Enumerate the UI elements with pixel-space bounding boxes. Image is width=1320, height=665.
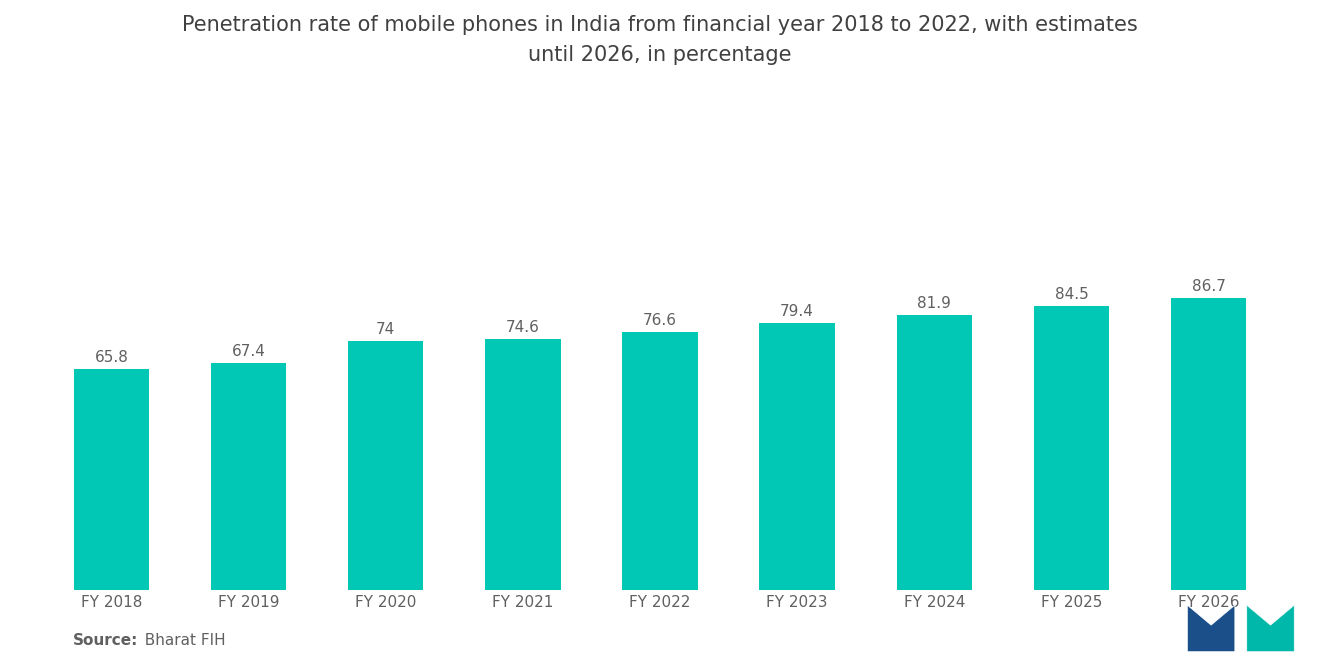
Text: 74.6: 74.6 — [506, 320, 540, 335]
Bar — [486, 339, 561, 591]
Text: 65.8: 65.8 — [95, 350, 128, 365]
Text: 79.4: 79.4 — [780, 304, 814, 319]
Text: Bharat FIH: Bharat FIH — [135, 633, 226, 648]
Text: 74: 74 — [376, 322, 395, 337]
Bar — [74, 369, 149, 591]
Bar — [348, 341, 424, 591]
Text: Source:: Source: — [73, 633, 139, 648]
Bar — [622, 332, 698, 591]
Text: 84.5: 84.5 — [1055, 287, 1089, 302]
Bar — [211, 363, 286, 591]
Polygon shape — [1246, 605, 1294, 652]
Bar — [759, 323, 834, 591]
Text: 86.7: 86.7 — [1192, 279, 1225, 295]
Bar — [1034, 306, 1109, 591]
Title: Penetration rate of mobile phones in India from financial year 2018 to 2022, wit: Penetration rate of mobile phones in Ind… — [182, 15, 1138, 65]
Text: 76.6: 76.6 — [643, 313, 677, 329]
Text: 67.4: 67.4 — [231, 344, 265, 359]
Polygon shape — [1188, 605, 1236, 652]
Bar — [896, 315, 972, 591]
Text: 81.9: 81.9 — [917, 295, 952, 311]
Bar — [1171, 299, 1246, 591]
